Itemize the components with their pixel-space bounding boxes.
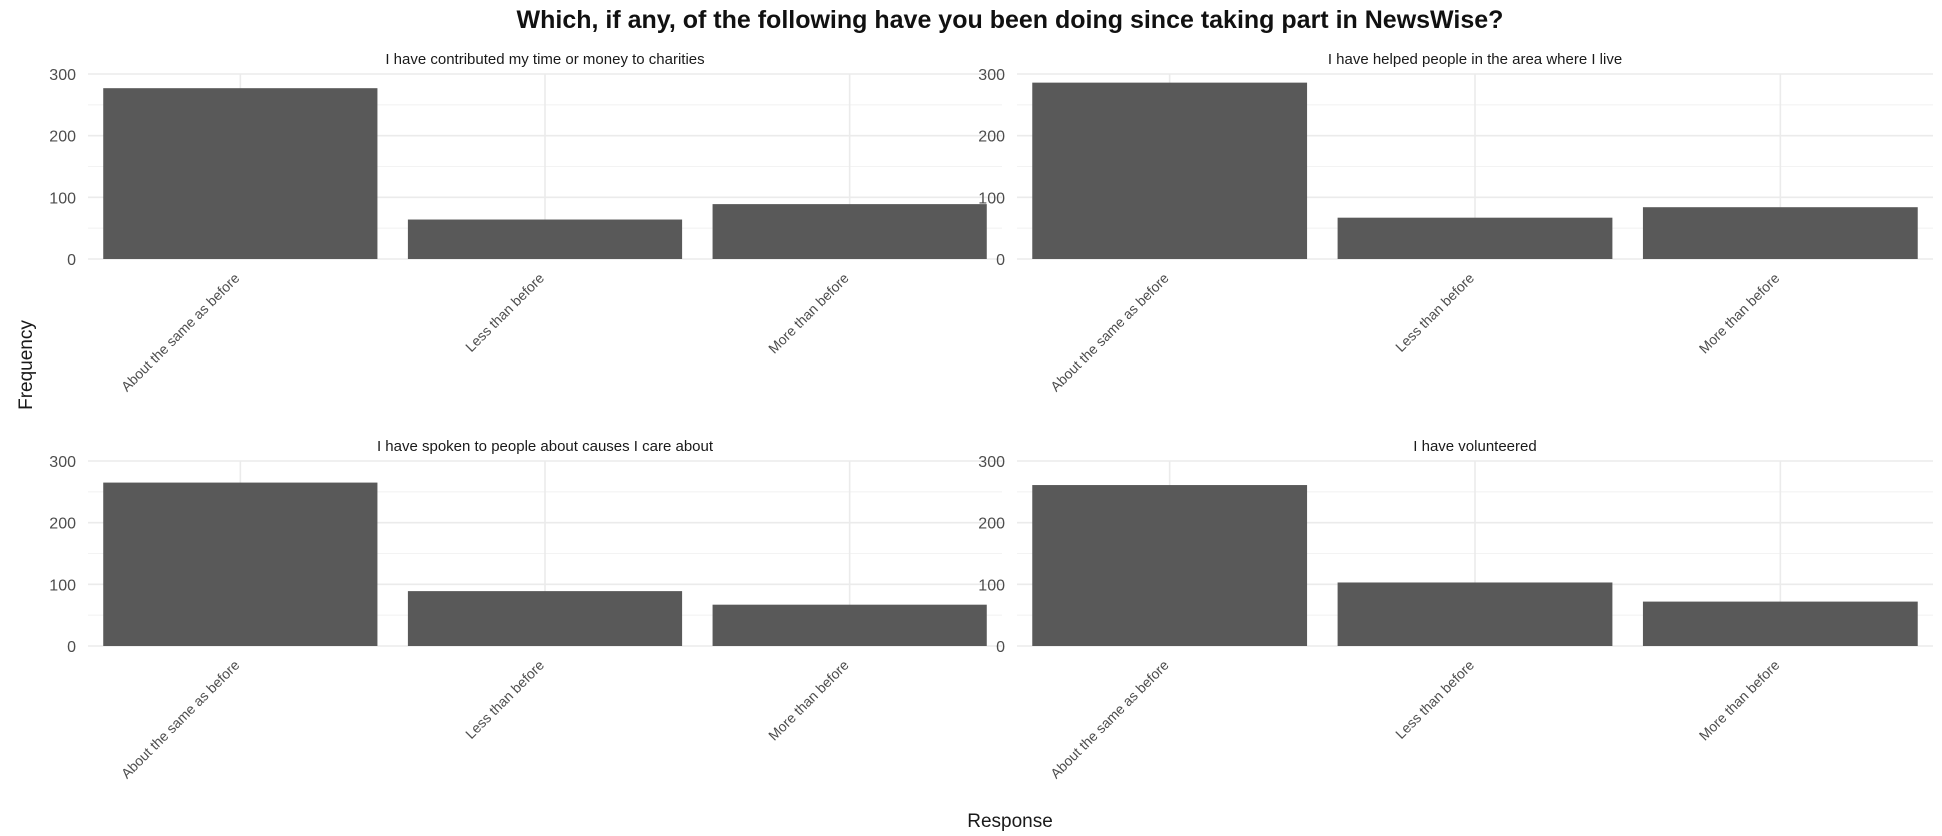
bar	[1642, 601, 1918, 646]
x-tick-label: More than before	[1696, 657, 1783, 744]
y-tick-label: 200	[49, 129, 76, 146]
facet-title: I have helped people in the area where I…	[1328, 51, 1622, 68]
y-tick-label: 100	[49, 190, 76, 207]
bar	[712, 604, 987, 646]
y-tick-label: 0	[996, 639, 1005, 656]
x-tick-label: About the same as before	[118, 270, 243, 395]
y-tick-label: 100	[49, 577, 76, 594]
facet-title: I have contributed my time or money to c…	[385, 51, 704, 68]
y-tick-label: 0	[67, 639, 76, 656]
bar	[407, 219, 683, 259]
y-tick-label: 300	[49, 67, 76, 84]
y-tick-label: 0	[996, 252, 1005, 269]
x-tick-label: More than before	[765, 657, 852, 744]
facet-panel: 0 100 200 300 About the same as before Less t…	[49, 438, 1002, 781]
bar	[1337, 582, 1613, 646]
x-tick-label: More than before	[1696, 270, 1783, 357]
x-tick-label: Less than before	[462, 270, 547, 355]
facet-panel: 0 100 200 300 About the same as before Less t…	[978, 51, 1933, 394]
facet-panel: 0 100 200 300 About the same as before Less t…	[978, 438, 1933, 781]
bar	[1032, 485, 1308, 646]
y-tick-label: 100	[978, 190, 1005, 207]
x-tick-label: More than before	[765, 270, 852, 357]
chart-title: Which, if any, of the following have you…	[517, 6, 1504, 34]
y-tick-label: 100	[978, 577, 1005, 594]
y-tick-label: 300	[978, 67, 1005, 84]
x-tick-label: About the same as before	[1047, 270, 1172, 395]
x-tick-label: Less than before	[1392, 270, 1477, 355]
bar	[407, 591, 683, 646]
y-tick-label: 200	[978, 129, 1005, 146]
bar	[103, 88, 378, 259]
bar	[1642, 207, 1918, 259]
bar	[103, 482, 378, 646]
bar	[712, 204, 987, 259]
x-tick-label: About the same as before	[1047, 657, 1172, 782]
x-tick-label: About the same as before	[118, 657, 243, 782]
facet-panel: 0 100 200 300 About the same as before Less t…	[49, 51, 1002, 394]
bar	[1337, 217, 1613, 259]
y-tick-label: 200	[978, 516, 1005, 533]
y-tick-label: 0	[67, 252, 76, 269]
x-axis-title: Response	[967, 811, 1053, 832]
x-tick-label: Less than before	[462, 657, 547, 742]
x-tick-label: Less than before	[1392, 657, 1477, 742]
bar	[1032, 82, 1308, 259]
facet-title: I have spoken to people about causes I c…	[377, 438, 714, 455]
y-axis-title: Frequency	[16, 320, 37, 410]
y-tick-label: 300	[49, 454, 76, 471]
y-tick-label: 200	[49, 516, 76, 533]
facet-title: I have volunteered	[1413, 438, 1536, 455]
y-tick-label: 300	[978, 454, 1005, 471]
